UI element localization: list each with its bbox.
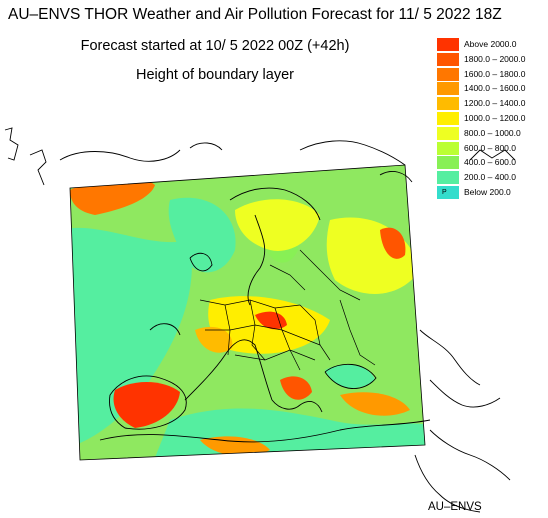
north-sea-area [168,197,236,273]
legend-swatch [437,112,459,125]
forecast-start-text: Forecast started at 10/ 5 2022 00Z (+42h… [80,38,350,54]
legend-label: 1600.0 – 1800.0 [464,68,526,79]
legend-item: 1400.0 – 1600.0 [437,82,547,96]
coastlines [4,127,516,513]
country-borders [199,249,376,371]
legend-item: 200.0 – 400.0 [437,171,547,185]
legend-item: Above 2000.0 [437,38,547,52]
legend-item: 800.0 – 1000.0 [437,126,547,141]
legend-label: 1400.0 – 1600.0 [464,83,526,94]
page-title: AU–ENVS THOR Weather and Air Pollution F… [8,6,502,23]
legend-label: 1200.0 – 1400.0 [464,98,526,109]
legend-swatch [437,38,459,51]
credit-label: AU–ENVS [428,501,482,513]
atlantic-sea-area [70,227,192,450]
legend-swatch [437,126,459,140]
parameter-title: Height of boundary layer [136,67,294,83]
legend-swatch [437,141,459,155]
legend-label: Above 2000.0 [464,39,517,49]
legend-item: 600.0 – 800.0 [437,141,547,156]
legend-item: 1200.0 – 1400.0 [437,97,547,111]
legend-label: 1800.0 – 2000.0 [464,53,526,64]
legend-item: 1600.0 – 1800.0 [437,67,547,82]
iberia-hotspot [113,381,180,428]
legend-label: 600.0 – 800.0 [464,142,516,153]
legend-marker: P [442,189,447,196]
black-sea-area [325,364,375,389]
legend-swatch [437,52,459,66]
legend-label: 400.0 – 600.0 [464,157,516,168]
north-africa-hotspot [200,436,270,456]
legend-item: 400.0 – 600.0 [437,156,547,170]
legend-swatch [437,67,459,81]
legend-swatch [437,82,459,96]
legend-item: 1000.0 – 1200.0 [437,112,547,126]
legend-item: P Below 200.0 [437,186,547,200]
legend-swatch [437,156,459,170]
turkey-hotspot [340,392,410,416]
legend-label: 1000.0 – 1200.0 [464,113,526,123]
legend-label: Below 200.0 [464,187,511,197]
legend-swatch: P [437,186,459,199]
legend-label: 800.0 – 1000.0 [464,127,521,138]
legend-label: 200.0 – 400.0 [464,172,516,183]
balkan-hotspot [280,376,312,400]
forecast-domain [70,165,425,460]
east-hotspot [380,227,406,259]
legend-item: 1800.0 – 2000.0 [437,52,547,67]
legend-swatch [437,97,459,111]
france-hotspot [195,326,233,353]
legend-swatch [437,171,459,185]
scandinavia-area [235,199,320,251]
poland-hotspot [255,311,287,330]
domain-border [69,164,426,461]
